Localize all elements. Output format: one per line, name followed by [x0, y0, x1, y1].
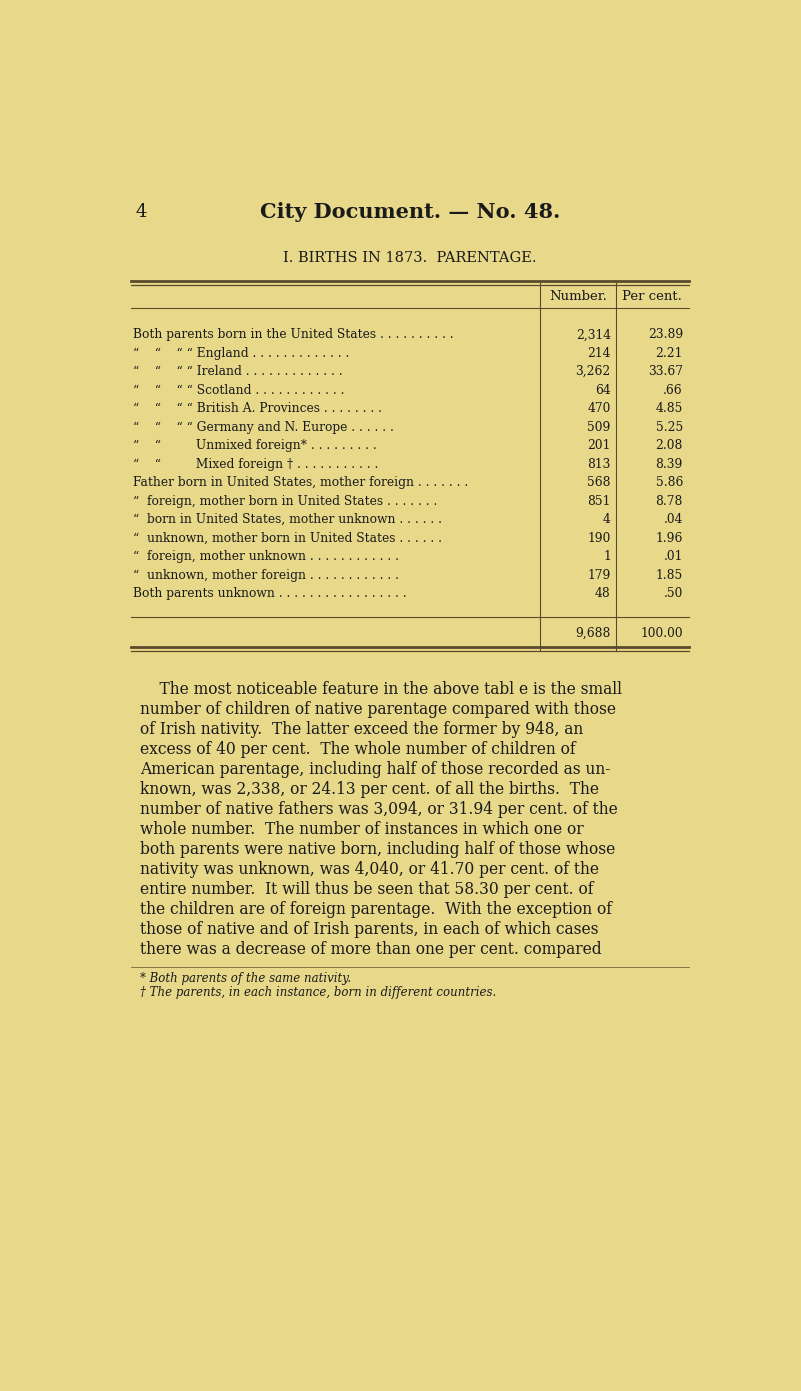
Text: “    “    “ “ Germany and N. Europe . . . . . .: “ “ “ “ Germany and N. Europe . . . . . …: [134, 420, 394, 434]
Text: .04: .04: [663, 513, 683, 526]
Text: 214: 214: [587, 346, 611, 360]
Text: 9,688: 9,688: [575, 627, 611, 640]
Text: .01: .01: [663, 549, 683, 563]
Text: 8.39: 8.39: [655, 458, 683, 470]
Text: “    “         Unmixed foreign* . . . . . . . . .: “ “ Unmixed foreign* . . . . . . . . .: [134, 440, 377, 452]
Text: nativity was unknown, was 4,040, or 41.70 per cent. of the: nativity was unknown, was 4,040, or 41.7…: [140, 861, 599, 878]
Text: 33.67: 33.67: [648, 366, 683, 378]
Text: entire number.  It will thus be seen that 58.30 per cent. of: entire number. It will thus be seen that…: [140, 881, 594, 897]
Text: “  foreign, mother born in United States . . . . . . .: “ foreign, mother born in United States …: [134, 495, 438, 508]
Text: “    “    “ “ British A. Provinces . . . . . . . .: “ “ “ “ British A. Provinces . . . . . .…: [134, 402, 382, 415]
Text: “    “    “ “ England . . . . . . . . . . . . .: “ “ “ “ England . . . . . . . . . . . . …: [134, 346, 350, 360]
Text: 201: 201: [587, 440, 611, 452]
Text: 1: 1: [603, 549, 611, 563]
Text: 100.00: 100.00: [640, 627, 683, 640]
Text: * Both parents of the same nativity.: * Both parents of the same nativity.: [140, 971, 352, 985]
Text: excess of 40 per cent.  The whole number of children of: excess of 40 per cent. The whole number …: [140, 740, 576, 758]
Text: 64: 64: [595, 384, 611, 396]
Text: .66: .66: [663, 384, 683, 396]
Text: Both parents unknown . . . . . . . . . . . . . . . . .: Both parents unknown . . . . . . . . . .…: [134, 587, 407, 600]
Text: both parents were native born, including half of those whose: both parents were native born, including…: [140, 840, 616, 858]
Text: number of children of native parentage compared with those: number of children of native parentage c…: [140, 701, 617, 718]
Text: number of native fathers was 3,094, or 31.94 per cent. of the: number of native fathers was 3,094, or 3…: [140, 801, 618, 818]
Text: “  unknown, mother foreign . . . . . . . . . . . .: “ unknown, mother foreign . . . . . . . …: [134, 569, 400, 581]
Text: 813: 813: [587, 458, 611, 470]
Text: 179: 179: [587, 569, 611, 581]
Text: “  born in United States, mother unknown . . . . . .: “ born in United States, mother unknown …: [134, 513, 442, 526]
Text: 1.85: 1.85: [656, 569, 683, 581]
Text: 509: 509: [587, 420, 611, 434]
Text: Number.: Number.: [549, 289, 607, 303]
Text: of Irish nativity.  The latter exceed the former by 948, an: of Irish nativity. The latter exceed the…: [140, 721, 584, 737]
Text: “  unknown, mother born in United States . . . . . .: “ unknown, mother born in United States …: [134, 531, 442, 544]
Text: † The parents, in each instance, born in different countries.: † The parents, in each instance, born in…: [140, 986, 497, 999]
Text: 23.89: 23.89: [648, 328, 683, 341]
Text: those of native and of Irish parents, in each of which cases: those of native and of Irish parents, in…: [140, 921, 599, 938]
Text: The most noticeable feature in the above tabl e is the small: The most noticeable feature in the above…: [140, 680, 622, 697]
Text: 5.25: 5.25: [656, 420, 683, 434]
Text: 4: 4: [603, 513, 611, 526]
Text: known, was 2,338, or 24.13 per cent. of all the births.  The: known, was 2,338, or 24.13 per cent. of …: [140, 780, 599, 797]
Text: 1.96: 1.96: [655, 531, 683, 544]
Text: 8.78: 8.78: [655, 495, 683, 508]
Text: there was a decrease of more than one per cent. compared: there was a decrease of more than one pe…: [140, 940, 602, 958]
Text: 470: 470: [587, 402, 611, 415]
Text: 4: 4: [135, 203, 147, 221]
Text: 568: 568: [587, 476, 611, 490]
Text: American parentage, including half of those recorded as un-: American parentage, including half of th…: [140, 761, 611, 778]
Text: “    “    “ “ Scotland . . . . . . . . . . . .: “ “ “ “ Scotland . . . . . . . . . . . .: [134, 384, 345, 396]
Text: 3,262: 3,262: [576, 366, 611, 378]
Text: I. BIRTHS IN 1873.  PARENTAGE.: I. BIRTHS IN 1873. PARENTAGE.: [284, 250, 537, 264]
Text: Per cent.: Per cent.: [622, 289, 682, 303]
Text: 2.21: 2.21: [655, 346, 683, 360]
Text: 190: 190: [587, 531, 611, 544]
Text: 4.85: 4.85: [655, 402, 683, 415]
Text: 2,314: 2,314: [576, 328, 611, 341]
Text: the children are of foreign parentage.  With the exception of: the children are of foreign parentage. W…: [140, 901, 613, 918]
Text: “    “    “ “ Ireland . . . . . . . . . . . . .: “ “ “ “ Ireland . . . . . . . . . . . . …: [134, 366, 343, 378]
Text: 2.08: 2.08: [655, 440, 683, 452]
Text: whole number.  The number of instances in which one or: whole number. The number of instances in…: [140, 821, 584, 837]
Text: 5.86: 5.86: [655, 476, 683, 490]
Text: 48: 48: [595, 587, 611, 600]
Text: 851: 851: [587, 495, 611, 508]
Text: “    “         Mixed foreign † . . . . . . . . . . .: “ “ Mixed foreign † . . . . . . . . . . …: [134, 458, 379, 470]
Text: “  foreign, mother unknown . . . . . . . . . . . .: “ foreign, mother unknown . . . . . . . …: [134, 549, 400, 563]
Text: City Document. — No. 48.: City Document. — No. 48.: [260, 202, 561, 221]
Text: .50: .50: [663, 587, 683, 600]
Text: Father born in United States, mother foreign . . . . . . .: Father born in United States, mother for…: [134, 476, 469, 490]
Text: Both parents born in the United States . . . . . . . . . .: Both parents born in the United States .…: [134, 328, 454, 341]
